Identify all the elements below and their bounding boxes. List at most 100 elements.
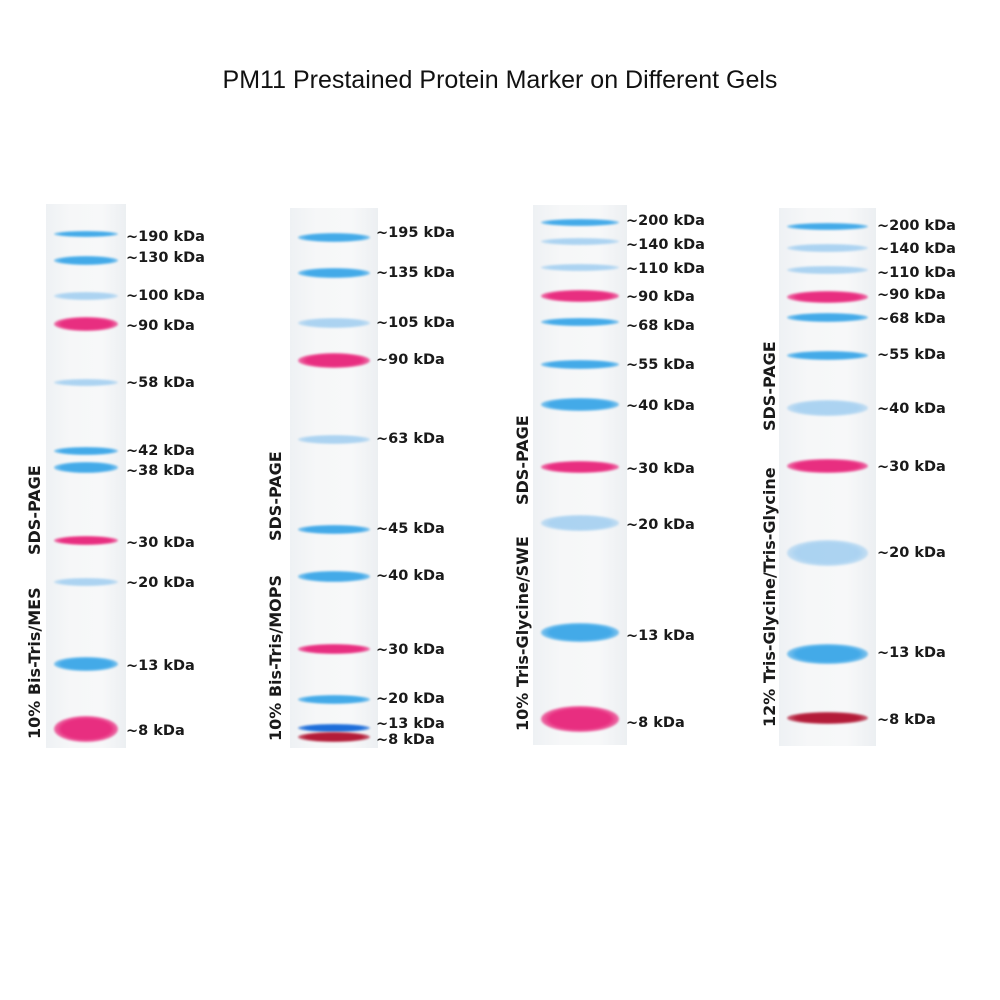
protein-band (541, 290, 619, 302)
protein-band (54, 535, 118, 545)
protein-band (541, 622, 619, 642)
protein-band (298, 232, 370, 242)
band-size-label: ~20 kDa (376, 691, 445, 707)
band-size-label: ~140 kDa (877, 241, 956, 257)
protein-band (298, 434, 370, 444)
protein-band (54, 447, 118, 455)
band-size-label: ~135 kDa (376, 265, 455, 281)
protein-band (298, 644, 370, 654)
protein-band (787, 222, 868, 230)
band-size-label: ~45 kDa (376, 521, 445, 537)
band-size-label: ~13 kDa (626, 628, 695, 644)
protein-band (54, 578, 118, 586)
protein-band (54, 255, 118, 265)
method-label: SDS-PAGE (25, 465, 44, 555)
protein-band (298, 724, 370, 732)
gel-type-label: 10% Bis-Tris/MES (25, 587, 44, 739)
band-size-label: ~30 kDa (877, 459, 946, 475)
protein-band (787, 644, 868, 664)
band-size-label: ~38 kDa (126, 463, 195, 479)
band-size-label: ~20 kDa (126, 575, 195, 591)
protein-band (54, 461, 118, 473)
method-label: SDS-PAGE (266, 451, 285, 541)
protein-band (541, 397, 619, 411)
band-size-label: ~100 kDa (126, 288, 205, 304)
protein-band (298, 524, 370, 534)
gel-type-label: 12% Tris-Glycine/Tris-Glycine (760, 467, 779, 727)
protein-band (541, 237, 619, 245)
gel-type-label: 10% Tris-Glycine/SWE (513, 536, 532, 731)
band-size-label: ~30 kDa (126, 535, 195, 551)
protein-band (787, 459, 868, 473)
protein-band (54, 716, 118, 742)
protein-band (54, 231, 118, 237)
band-size-label: ~90 kDa (877, 287, 946, 303)
gel-lane (533, 205, 627, 745)
method-label: SDS-PAGE (760, 341, 779, 431)
gel-lane (779, 208, 876, 746)
protein-band (54, 292, 118, 300)
band-size-label: ~40 kDa (877, 401, 946, 417)
band-size-label: ~68 kDa (877, 311, 946, 327)
band-size-label: ~90 kDa (126, 318, 195, 334)
protein-band (787, 540, 868, 566)
protein-band (54, 657, 118, 671)
band-size-label: ~200 kDa (877, 218, 956, 234)
protein-band (787, 312, 868, 322)
band-size-label: ~195 kDa (376, 225, 455, 241)
protein-band (541, 706, 619, 732)
protein-band (541, 359, 619, 369)
band-size-label: ~20 kDa (877, 545, 946, 561)
protein-band (298, 570, 370, 582)
band-size-label: ~40 kDa (376, 568, 445, 584)
band-size-label: ~55 kDa (626, 357, 695, 373)
protein-band (787, 350, 868, 360)
band-size-label: ~13 kDa (877, 645, 946, 661)
protein-band (787, 291, 868, 303)
band-size-label: ~40 kDa (626, 398, 695, 414)
band-size-label: ~20 kDa (626, 517, 695, 533)
band-size-label: ~63 kDa (376, 431, 445, 447)
protein-band (541, 318, 619, 326)
protein-band (298, 732, 370, 742)
band-size-label: ~58 kDa (126, 375, 195, 391)
protein-band (541, 263, 619, 271)
band-size-label: ~8 kDa (126, 723, 185, 739)
band-size-label: ~13 kDa (126, 658, 195, 674)
band-size-label: ~8 kDa (626, 715, 685, 731)
protein-band (298, 694, 370, 704)
band-size-label: ~90 kDa (376, 352, 445, 368)
protein-band (298, 352, 370, 368)
protein-band (787, 244, 868, 252)
protein-band (787, 712, 868, 724)
protein-band (541, 515, 619, 531)
protein-band (298, 268, 370, 278)
band-size-label: ~68 kDa (626, 318, 695, 334)
method-label: SDS-PAGE (513, 415, 532, 505)
gel-lane (290, 208, 378, 748)
band-size-label: ~8 kDa (877, 712, 936, 728)
band-size-label: ~200 kDa (626, 213, 705, 229)
band-size-label: ~90 kDa (626, 289, 695, 305)
protein-band (54, 317, 118, 331)
band-size-label: ~140 kDa (626, 237, 705, 253)
gel-type-label: 10% Bis-Tris/MOPS (266, 574, 285, 741)
band-size-label: ~8 kDa (376, 732, 435, 748)
band-size-label: ~110 kDa (626, 261, 705, 277)
protein-band (541, 218, 619, 226)
band-size-label: ~190 kDa (126, 229, 205, 245)
band-size-label: ~105 kDa (376, 315, 455, 331)
protein-band (787, 400, 868, 416)
figure-title: PM11 Prestained Protein Marker on Differ… (222, 66, 778, 94)
band-size-label: ~13 kDa (376, 716, 445, 732)
protein-band (298, 318, 370, 328)
band-size-label: ~130 kDa (126, 250, 205, 266)
band-size-label: ~110 kDa (877, 265, 956, 281)
protein-band (787, 266, 868, 274)
band-size-label: ~55 kDa (877, 347, 946, 363)
protein-band (54, 378, 118, 386)
band-size-label: ~42 kDa (126, 443, 195, 459)
band-size-label: ~30 kDa (626, 461, 695, 477)
protein-band (541, 461, 619, 473)
band-size-label: ~30 kDa (376, 642, 445, 658)
